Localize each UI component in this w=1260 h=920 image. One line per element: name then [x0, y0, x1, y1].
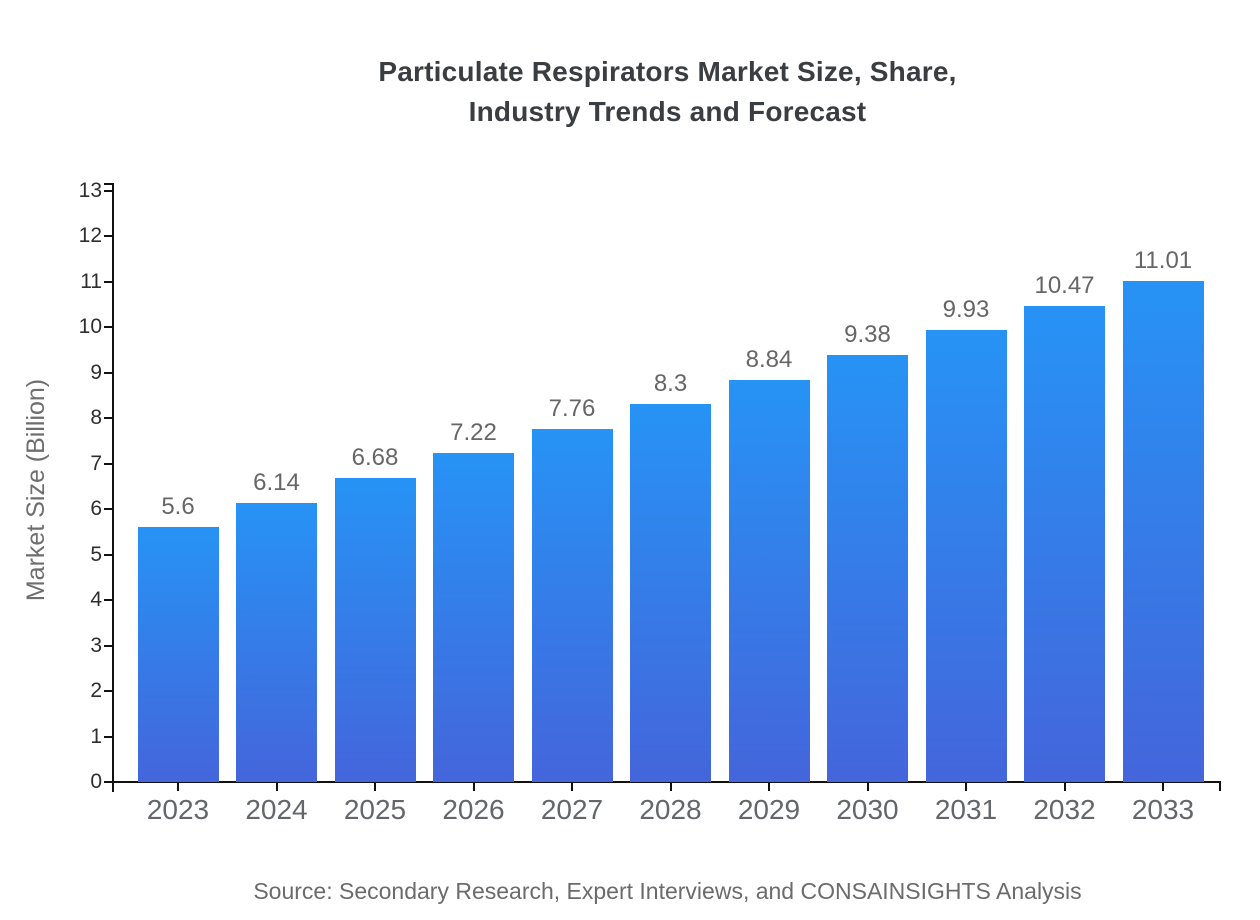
bar	[531, 428, 613, 782]
y-tick	[104, 235, 112, 237]
source-note: Source: Secondary Research, Expert Inter…	[253, 878, 1082, 904]
x-tick	[669, 783, 672, 791]
x-axis-end-cap	[1219, 783, 1221, 791]
x-tick	[866, 783, 869, 791]
x-tick-label: 2032	[1033, 794, 1096, 825]
x-tick-label: 2023	[146, 794, 210, 825]
x-tick-label: 2026	[442, 794, 505, 825]
bar-value-label: 6.14	[253, 468, 300, 496]
y-tick-label: 1	[90, 724, 102, 748]
y-tick	[104, 644, 112, 647]
x-tick	[374, 783, 376, 791]
y-tick	[104, 781, 112, 783]
y-tick-label: 9	[90, 360, 102, 384]
y-tick	[104, 508, 112, 510]
y-tick-label: 8	[90, 406, 102, 429]
bar	[630, 404, 711, 782]
bar	[433, 453, 514, 782]
y-tick	[104, 371, 112, 374]
x-tick	[571, 783, 573, 791]
x-tick	[275, 783, 278, 791]
y-tick	[104, 690, 112, 692]
y-tick-label: 4	[90, 588, 102, 611]
bar-value-label: 8.3	[653, 370, 688, 398]
y-tick-label: 0	[90, 770, 102, 793]
y-tick	[104, 553, 112, 556]
y-tick-label: 10	[78, 315, 102, 338]
x-tick-label: 2033	[1131, 794, 1195, 825]
x-tick	[1162, 783, 1164, 791]
x-tick-label: 2027	[540, 794, 604, 825]
bar	[137, 527, 219, 782]
x-tick	[768, 783, 770, 791]
y-axis-end-cap	[104, 183, 112, 185]
bar	[236, 502, 317, 782]
bar	[827, 355, 908, 782]
bar-value-label: 5.6	[161, 493, 195, 521]
bar	[334, 478, 416, 782]
y-tick-label: 5	[90, 542, 102, 566]
y-tick	[104, 280, 112, 283]
y-tick	[104, 462, 112, 465]
bar-value-label: 6.68	[351, 444, 399, 472]
chart-title-line2: Industry Trends and Forecast	[468, 96, 867, 127]
x-tick-label: 2030	[836, 794, 899, 825]
chart-title-line1: Particulate Respirators Market Size, Sha…	[378, 56, 957, 87]
bar-value-label: 10.47	[1034, 271, 1095, 299]
y-tick	[104, 189, 112, 192]
x-tick	[965, 783, 967, 791]
bar	[1024, 305, 1105, 782]
x-tick	[1063, 783, 1066, 791]
x-tick-label: 2028	[639, 794, 702, 825]
y-tick-label: 11	[80, 269, 102, 293]
y-tick-label: 13	[78, 178, 102, 202]
bar-value-label: 7.76	[548, 394, 596, 422]
bar-value-label: 8.84	[745, 345, 793, 373]
bar-value-label: 11.01	[1133, 247, 1193, 275]
bar-value-label: 9.93	[942, 296, 990, 324]
x-tick-label: 2025	[343, 794, 407, 825]
x-axis-line	[112, 781, 1221, 783]
y-tick	[104, 735, 112, 738]
x-tick-label: 2029	[737, 794, 801, 825]
y-tick-label: 2	[90, 679, 102, 702]
y-tick	[104, 326, 112, 328]
chart-title: Particulate Respirators Market Size, Sha…	[115, 52, 1220, 132]
y-tick-label: 6	[90, 497, 102, 520]
bar	[1122, 281, 1204, 782]
bar-value-label: 9.38	[844, 321, 891, 349]
y-tick	[104, 417, 112, 419]
x-tick	[472, 783, 475, 791]
bar	[925, 330, 1007, 782]
y-tick-label: 7	[90, 451, 102, 475]
y-tick	[104, 599, 112, 601]
x-tick-label: 2031	[934, 794, 998, 825]
bar-value-label: 7.22	[450, 419, 497, 447]
y-tick-label: 12	[78, 224, 102, 247]
y-axis-line	[112, 183, 114, 792]
y-tick-label: 3	[90, 633, 102, 657]
x-tick-label: 2024	[245, 794, 308, 825]
bar	[728, 379, 810, 782]
x-tick	[177, 783, 179, 791]
